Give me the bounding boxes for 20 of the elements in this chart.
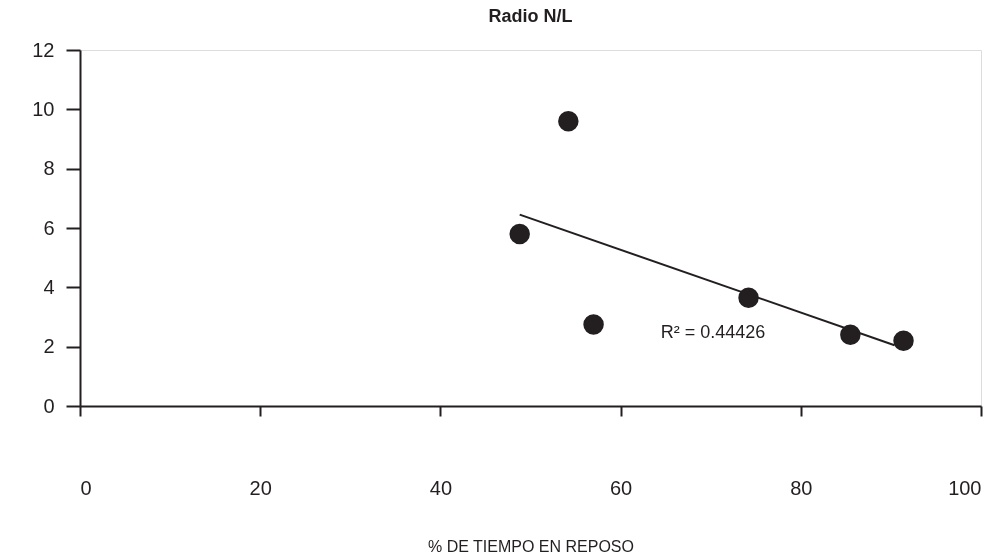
point: [558, 110, 579, 132]
annotation: R² = 0.44426: [660, 322, 766, 342]
x-tick-label: 60: [609, 476, 633, 499]
y-tick-label: 2: [43, 335, 55, 358]
y-tick-label: 4: [43, 275, 55, 298]
y-tick-label: 8: [43, 157, 55, 180]
x-tick-label: 100: [948, 476, 982, 499]
x-tick-label: 80: [790, 476, 813, 499]
point: [583, 314, 604, 335]
y-tick-label: 6: [43, 216, 55, 239]
x-axis-title: % DE TIEMPO EN REPOSO: [428, 537, 634, 555]
point: [509, 223, 530, 245]
x-tick-label: 40: [429, 476, 453, 499]
x-tick-label: 0: [80, 476, 92, 499]
point: [893, 330, 914, 351]
chart-title: Radio N/L: [488, 6, 573, 26]
y-tick-label: 10: [32, 97, 55, 120]
y-tick-label: 12: [32, 38, 55, 61]
y-tick-label: 0: [43, 394, 55, 417]
x-tick-label: 20: [249, 476, 272, 499]
